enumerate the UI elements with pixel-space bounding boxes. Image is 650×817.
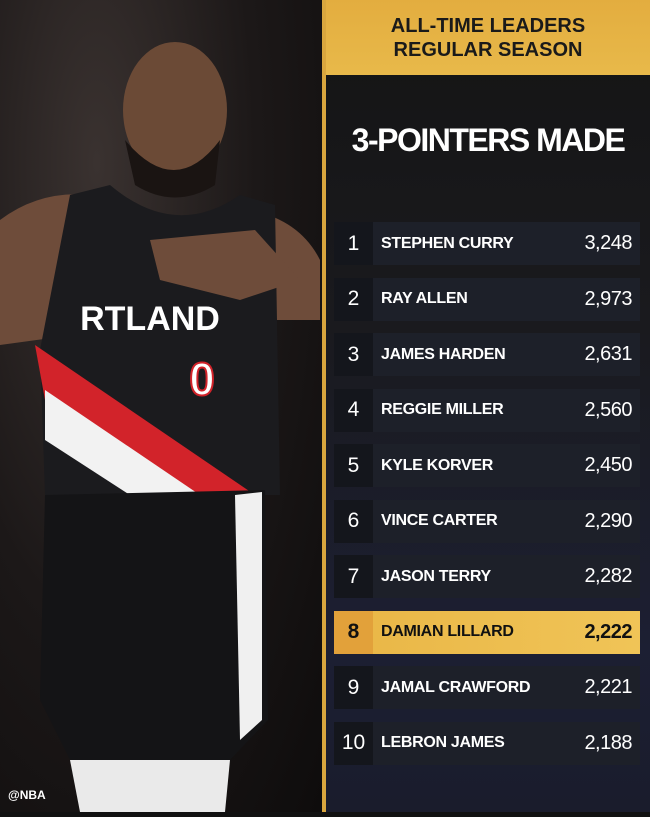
player-illustration: RTLAND 0	[0, 42, 320, 812]
three-pointers-value: 2,973	[584, 287, 632, 310]
player-name: LEBRON JAMES	[381, 734, 505, 751]
player-name: RAY ALLEN	[381, 290, 468, 307]
three-pointers-value: 2,631	[584, 343, 632, 365]
rank: 2	[347, 287, 360, 310]
three-pointers-value: 2,188	[584, 731, 632, 754]
rank-cell: 3	[334, 333, 373, 376]
three-pointers-value: 2,290	[584, 509, 632, 532]
header-banner: ALL-TIME LEADERS REGULAR SEASON	[326, 0, 650, 75]
rank: 1	[347, 231, 360, 255]
leader-row: 2 RAY ALLEN 2,973	[334, 277, 640, 321]
player-name: STEPHEN CURRY	[381, 234, 514, 252]
rank-cell: 4	[334, 388, 373, 432]
header-line-1: ALL-TIME LEADERS	[390, 14, 586, 37]
rank: 4	[347, 398, 360, 421]
three-pointers-value: 2,222	[584, 620, 632, 643]
rank: 9	[347, 675, 360, 699]
leader-row: 6 VINCE CARTER 2,290	[334, 499, 640, 543]
leaders-panel: ALL-TIME LEADERS REGULAR SEASON 3-POINTE…	[326, 0, 650, 812]
player-name: JAMES HARDEN	[381, 345, 506, 363]
three-pointers-value: 2,282	[584, 565, 632, 587]
leader-row: 1 STEPHEN CURRY 3,248	[334, 222, 640, 265]
player-photo: RTLAND 0	[0, 0, 322, 812]
leader-row: 4 REGGIE MILLER 2,560	[334, 388, 640, 432]
player-name: REGGIE MILLER	[381, 401, 504, 418]
gold-divider	[322, 0, 326, 812]
rank-cell: 9	[334, 666, 373, 709]
leader-row: 7 JASON TERRY 2,282	[334, 555, 640, 598]
jersey-number: 0	[189, 353, 215, 405]
leader-row: 3 JAMES HARDEN 2,631	[334, 333, 640, 376]
rank: 3	[347, 342, 360, 366]
rank-cell: 7	[334, 555, 373, 598]
rank: 8	[347, 620, 360, 643]
leader-row: 10 LEBRON JAMES 2,188	[334, 721, 640, 765]
rank: 7	[347, 564, 360, 588]
rank-cell: 2	[334, 277, 373, 321]
leader-row: 9 JAMAL CRAWFORD 2,221	[334, 666, 640, 709]
leader-row: 8 DAMIAN LILLARD 2,222	[334, 610, 640, 654]
player-name: DAMIAN LILLARD	[381, 623, 514, 640]
rank-cell: 8	[334, 610, 373, 654]
player-name: JASON TERRY	[381, 567, 491, 585]
player-name: VINCE CARTER	[381, 512, 498, 529]
three-pointers-value: 2,221	[584, 676, 632, 698]
stat-title: 3-POINTERS MADE	[351, 122, 626, 158]
header-line-2: REGULAR SEASON	[393, 38, 583, 61]
three-pointers-value: 3,248	[584, 232, 632, 254]
player-name: KYLE KORVER	[381, 456, 493, 474]
nba-watermark: @NBA	[8, 788, 46, 802]
rank-cell: 6	[334, 499, 373, 543]
rank: 6	[347, 509, 360, 532]
rank-cell: 5	[334, 444, 373, 487]
leader-row: 5 KYLE KORVER 2,450	[334, 444, 640, 487]
jersey-text: RTLAND	[80, 300, 220, 338]
three-pointers-value: 2,560	[584, 398, 632, 421]
player-name: JAMAL CRAWFORD	[381, 678, 531, 696]
rank-cell: 10	[334, 721, 373, 765]
three-pointers-value: 2,450	[584, 454, 632, 476]
rank: 5	[347, 453, 360, 477]
rank-cell: 1	[334, 222, 373, 265]
rank: 10	[341, 731, 366, 754]
